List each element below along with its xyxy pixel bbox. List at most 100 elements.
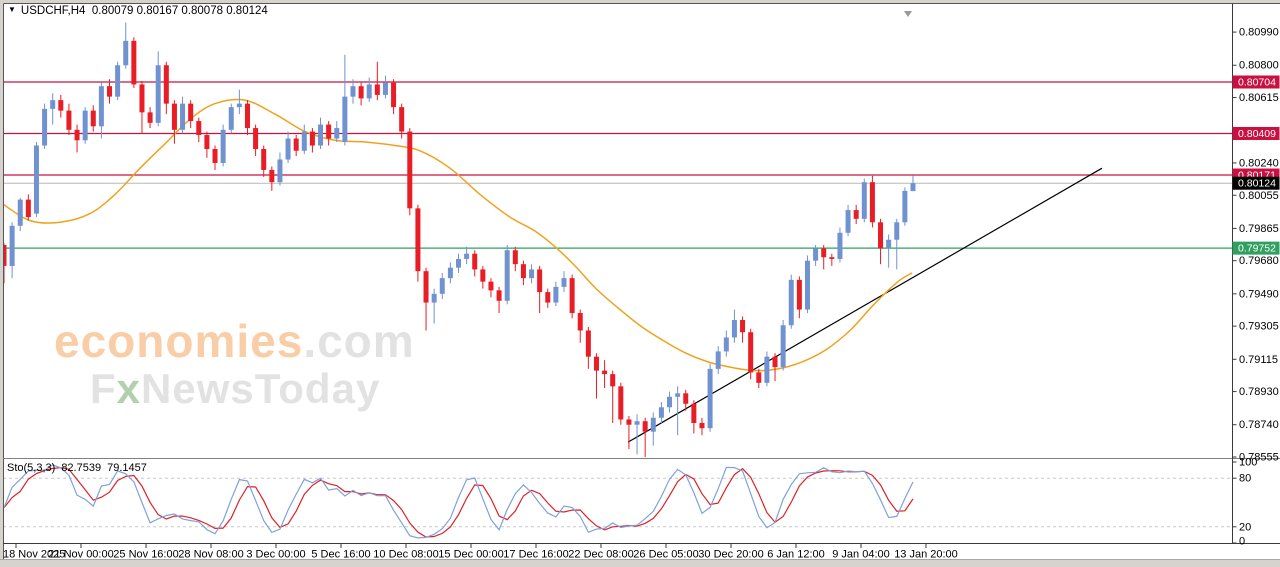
stochastic-signal-line (3, 467, 914, 538)
candle-body-down (326, 124, 332, 139)
candle-body-up (115, 65, 121, 97)
price-scale-label: 0.78555 (1239, 452, 1279, 464)
time-scale-label: 15 Dec 00:00 (438, 549, 503, 561)
candle-body-up (675, 393, 681, 397)
time-scale-label: 3 Dec 00:00 (246, 549, 305, 561)
chevron-down-icon[interactable]: ▼ (8, 5, 16, 14)
candle-body-down (748, 332, 754, 373)
price-badge-green (1232, 241, 1280, 255)
candle-body-down (480, 269, 486, 282)
candle-body-down (699, 422, 705, 429)
symbol-period-label: USDCHF,H4 (20, 5, 86, 17)
watermark-tagline-f: F (90, 365, 117, 412)
candle-body-down (139, 84, 145, 113)
time-scale-label: 9 Jan 04:00 (832, 549, 890, 561)
candle-body-down (407, 131, 413, 209)
price-scale-label: 0.79305 (1239, 321, 1279, 333)
stochastic-name: Sto(5,3,3) (7, 462, 56, 474)
time-scale-label: 18 Nov 2025 (3, 549, 65, 561)
candle-body-down (131, 40, 137, 85)
candle-body-down (391, 82, 397, 108)
candle-body-up (723, 337, 729, 352)
watermark: economies.com FxNewsToday (54, 318, 415, 410)
price-badge-label: 0.80409 (1238, 128, 1276, 140)
candle-body-down (204, 135, 210, 150)
candle-body-down (602, 370, 608, 375)
time-scale-label: 26 Dec 05:00 (633, 549, 698, 561)
candle-body-up (439, 278, 445, 294)
price-scale-label: 0.79490 (1239, 288, 1279, 300)
candle-body-up (455, 258, 461, 268)
candle-body-up (42, 108, 48, 146)
candle-body-down (261, 149, 267, 170)
candle-body-up (382, 82, 388, 95)
candle-body-up (98, 86, 104, 127)
candle-body-down (488, 281, 494, 291)
candle-body-up (342, 96, 348, 143)
price-scale-label: 0.79680 (1239, 255, 1279, 267)
candle-body-down (74, 129, 80, 141)
candle-body-down (756, 372, 762, 383)
candle-body-down (399, 107, 405, 132)
candle-body-up (650, 417, 656, 432)
candle-body-up (447, 267, 453, 279)
candle-body-down (147, 112, 153, 123)
candle-body-down (569, 278, 575, 314)
price-badge-crimson (1232, 75, 1280, 89)
stoch-scale-label: 20 (1239, 521, 1251, 533)
candle-body-down (878, 222, 884, 249)
candle-body-down (269, 169, 275, 183)
window-frame-bottom (0, 559, 1280, 567)
candle-body-down (253, 128, 259, 150)
candle-body-down (58, 100, 64, 111)
time-scale-label: 21 Nov 00:00 (48, 549, 113, 561)
time-scale-label: 13 Jan 20:00 (894, 549, 958, 561)
candle-body-up (50, 100, 56, 109)
candle-body-down (853, 210, 859, 219)
price-scale-label: 0.78740 (1239, 419, 1279, 431)
candle-body-up (318, 124, 324, 146)
ohlc-high: 0.80167 (136, 5, 179, 17)
candle-body-down (374, 84, 380, 95)
candle-body-down (829, 257, 835, 259)
price-badge-label: 0.79752 (1238, 243, 1276, 255)
candle-body-down (415, 208, 421, 272)
candle-body-up (220, 129, 226, 163)
stochastic-d-value: 79.1457 (107, 462, 147, 474)
candle-body-down (196, 121, 202, 136)
price-scale-label: 0.80240 (1239, 157, 1279, 169)
time-scale-label: 22 Dec 08:00 (568, 549, 633, 561)
candle-body-down (25, 199, 31, 218)
candle-body-down (90, 110, 96, 127)
candle-body-up (561, 278, 567, 287)
price-badge-crimson (1232, 126, 1280, 140)
candle-body-down (593, 356, 599, 371)
candle-body-up (910, 183, 916, 192)
candle-body-down (537, 269, 543, 293)
candle-body-down (520, 264, 526, 279)
candle-body-up (366, 84, 372, 99)
candle-body-down (869, 182, 875, 223)
candle-body-up (529, 269, 535, 279)
candle-body-up (334, 128, 340, 139)
candle-body-down (309, 131, 315, 146)
candle-body-up (301, 131, 307, 151)
candle-body-down (107, 86, 113, 97)
candle-body-up (431, 293, 437, 303)
candle-body-up (277, 159, 283, 183)
candle-body-down (610, 374, 616, 387)
candle-body-up (553, 286, 559, 303)
watermark-brand-orange: economies (54, 315, 304, 367)
candle-body-up (731, 320, 737, 338)
watermark-brand: economies.com (54, 318, 415, 364)
candle-body-down (512, 250, 518, 265)
candle-body-up (228, 107, 234, 130)
chart-title: ▼ USDCHF,H4 0.80079 0.80167 0.80078 0.801… (8, 5, 268, 17)
candle-body-down (577, 313, 583, 331)
candle-body-down (171, 103, 177, 130)
candle-body-up (17, 199, 23, 226)
trendline[interactable] (627, 167, 1103, 443)
candle-body-up (902, 190, 908, 223)
watermark-tagline: FxNewsToday (90, 368, 415, 410)
